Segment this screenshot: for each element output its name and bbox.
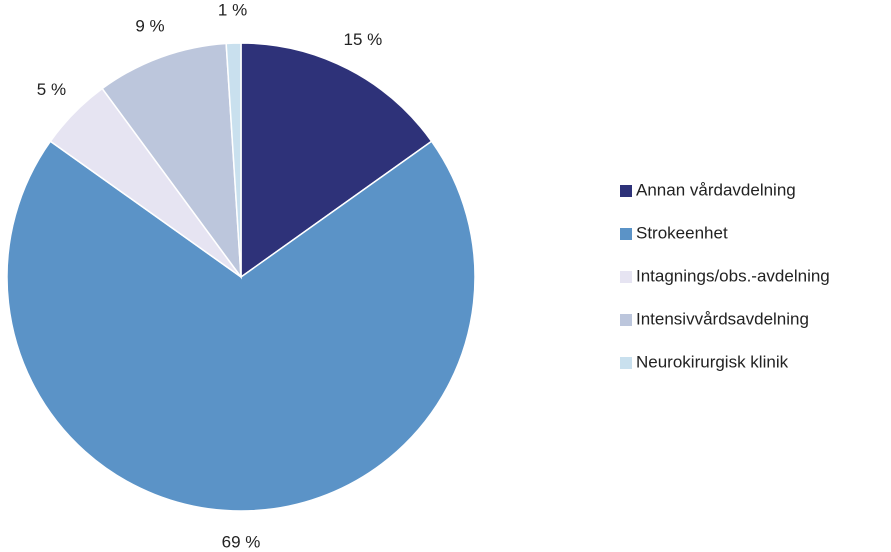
legend-swatch xyxy=(620,271,632,283)
pie-slice xyxy=(225,42,242,278)
legend-label: Neurokirurgisk klinik xyxy=(636,352,789,371)
legend-swatch xyxy=(620,228,632,240)
legend-label: Intagnings/obs.-avdelning xyxy=(636,266,830,285)
legend-swatch xyxy=(620,357,632,369)
pie-slice xyxy=(6,140,476,512)
pie-slice xyxy=(240,42,433,279)
legend-label: Annan vårdavdelning xyxy=(636,180,796,199)
legend-label: Strokeenhet xyxy=(636,223,728,242)
data-label: 69 % xyxy=(222,532,261,551)
pie-slice xyxy=(101,42,242,280)
data-label: 15 % xyxy=(344,30,383,49)
data-label: 5 % xyxy=(37,80,66,99)
data-label: 1 % xyxy=(218,1,247,20)
legend-swatch xyxy=(620,314,632,326)
legend-label: Intensivvårdsavdelning xyxy=(636,309,809,328)
data-label: 9 % xyxy=(135,17,164,36)
legend-swatch xyxy=(620,185,632,197)
